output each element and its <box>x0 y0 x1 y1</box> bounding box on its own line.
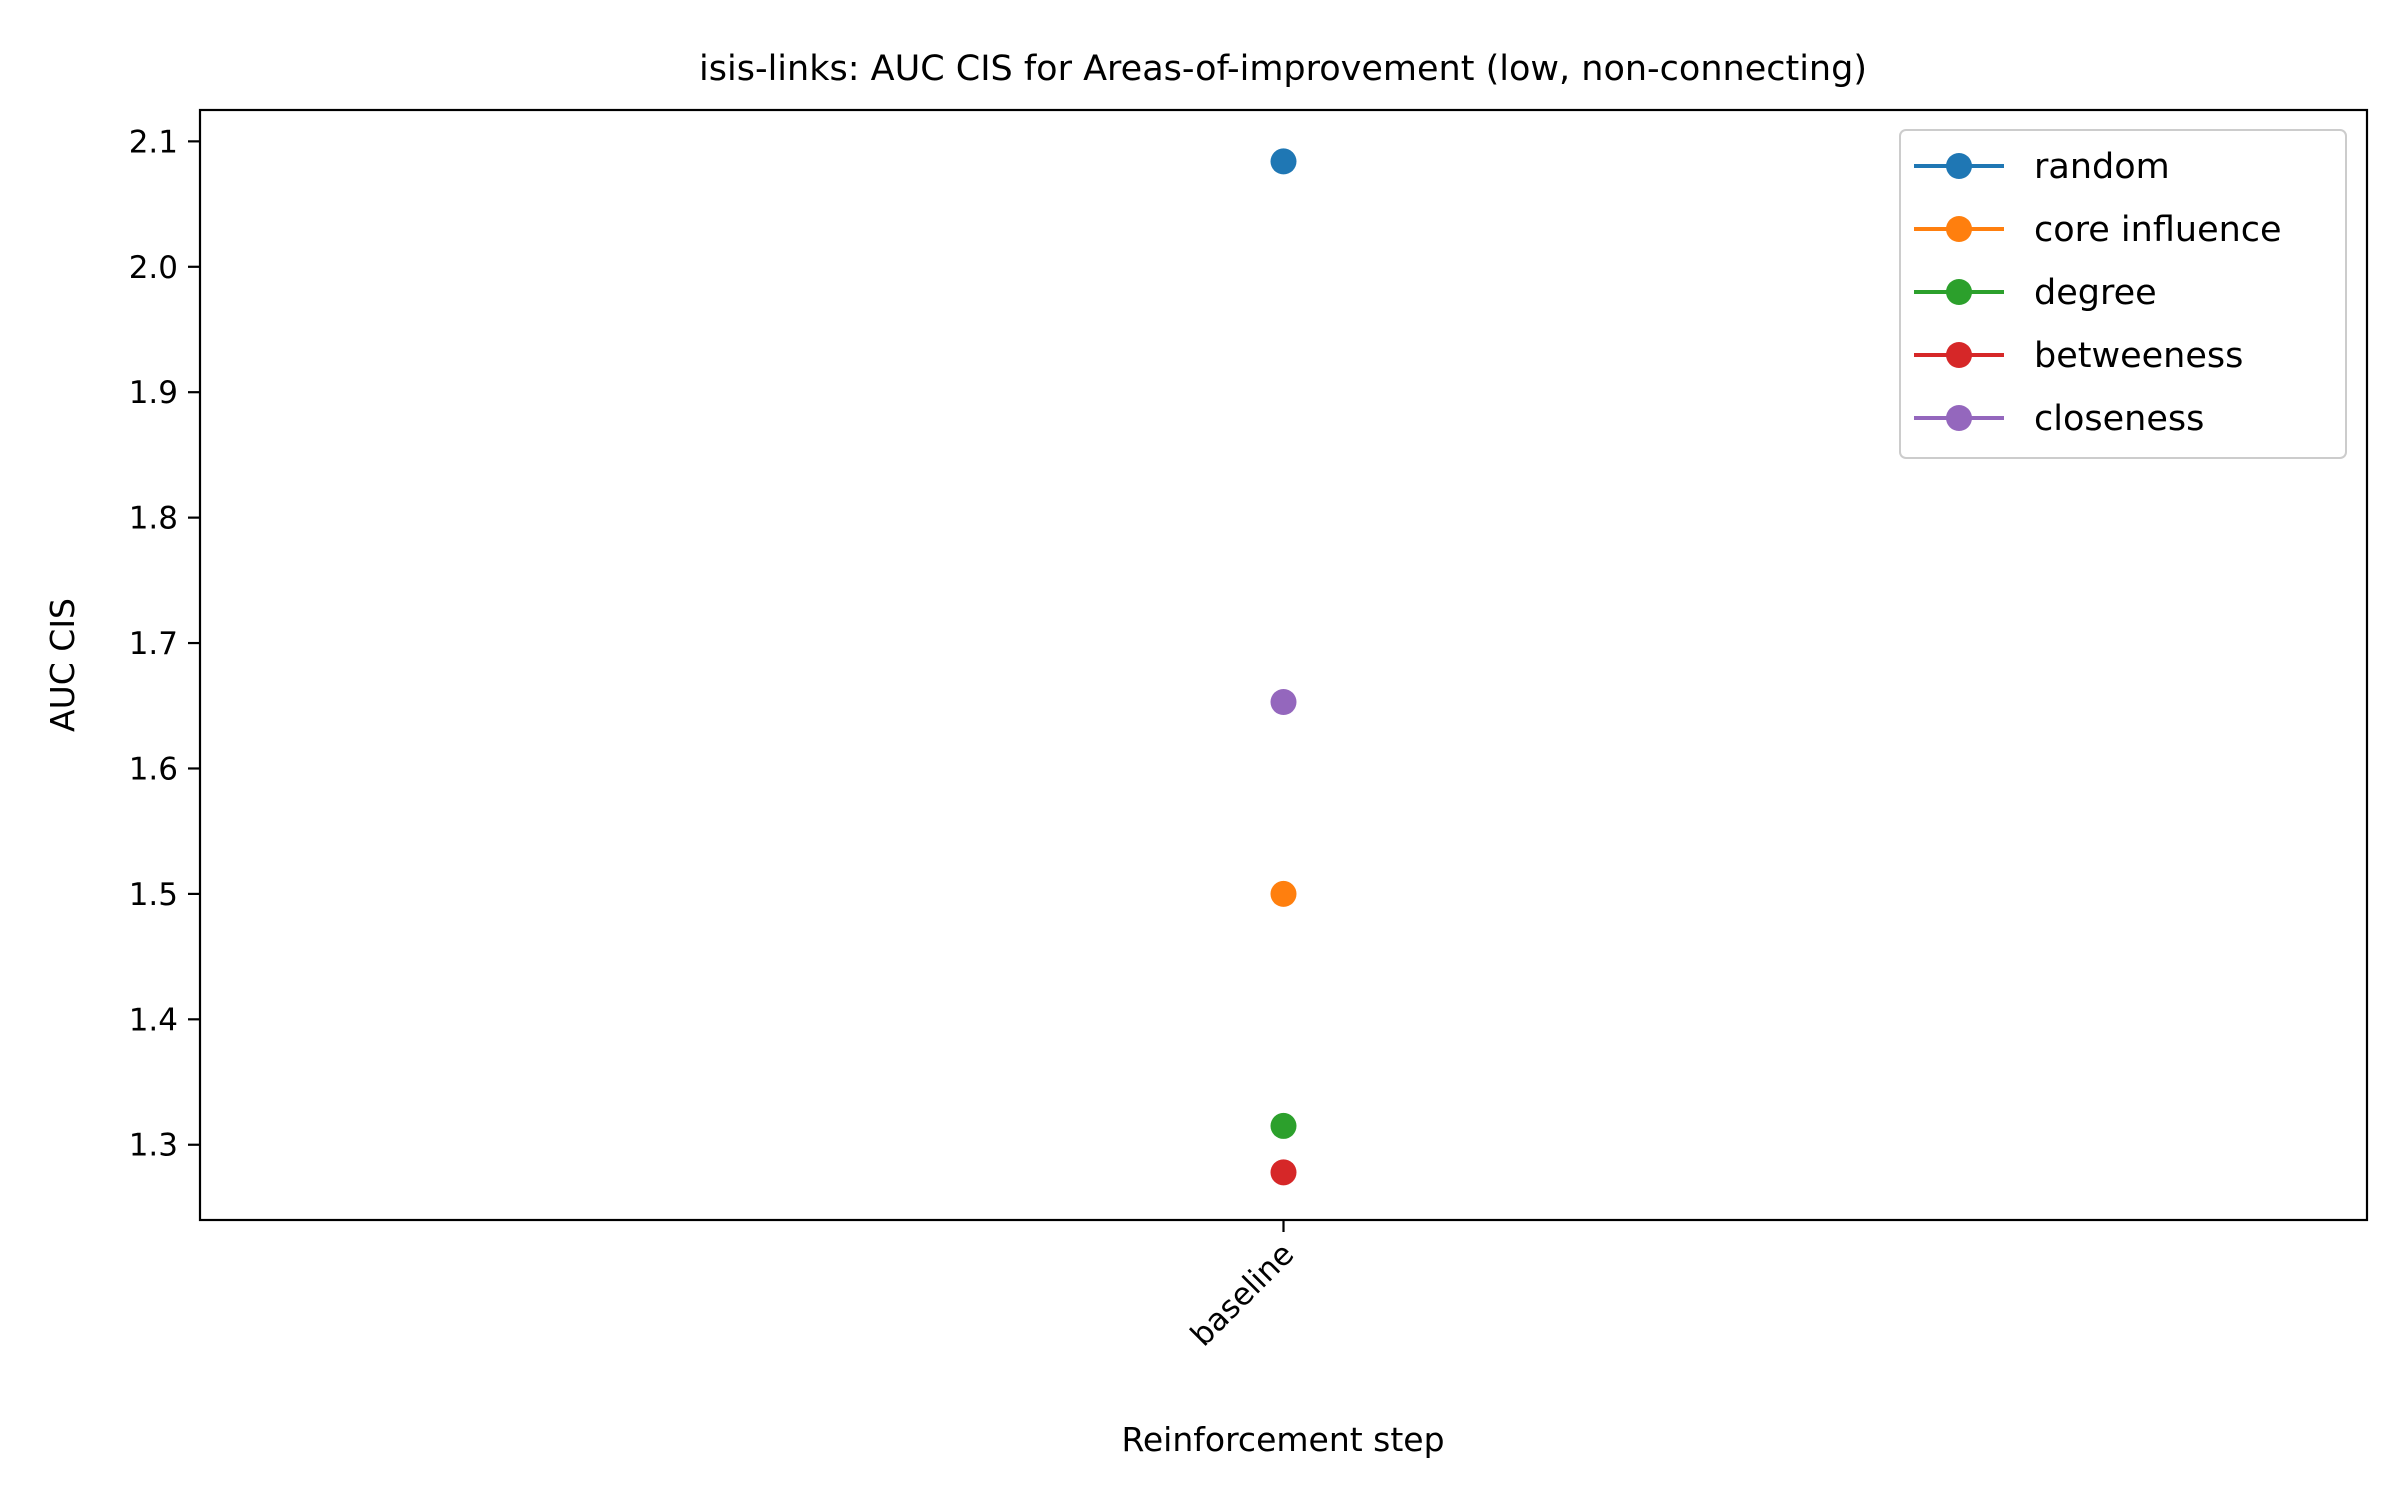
series-layer <box>1270 148 1297 1186</box>
legend-label: degree <box>2034 273 2157 313</box>
legend: random core influence degree betweeness clos… <box>1899 129 2347 459</box>
legend-box <box>1899 129 2347 459</box>
legend-item-core-influence: core influence <box>1914 210 2282 250</box>
legend-marker <box>1946 216 1972 242</box>
legend-marker <box>1946 342 1972 368</box>
y-tick-label: 1.9 <box>129 375 178 411</box>
series-random <box>1270 148 1297 175</box>
y-tick-label: 2.1 <box>129 124 178 160</box>
data-point-degree <box>1270 1112 1297 1139</box>
y-tick-label: 2.0 <box>129 250 178 286</box>
legend-label: betweeness <box>2034 336 2243 376</box>
data-point-random <box>1270 148 1297 175</box>
legend-item-betweeness: betweeness <box>1914 336 2243 376</box>
series-betweeness <box>1270 1159 1297 1186</box>
legend-label: core influence <box>2034 210 2282 250</box>
y-axis-label: AUC CIS <box>43 598 82 732</box>
legend-item-random: random <box>1914 147 2170 187</box>
x-axis-label: Reinforcement step <box>1121 1420 1444 1459</box>
legend-label: random <box>2034 147 2170 187</box>
legend-marker <box>1946 405 1972 431</box>
data-point-betweeness <box>1270 1159 1297 1186</box>
series-closeness <box>1270 689 1297 715</box>
series-degree <box>1270 1112 1297 1139</box>
legend-item-closeness: closeness <box>1914 399 2204 439</box>
y-tick-label: 1.4 <box>129 1002 178 1038</box>
data-point-core-influence <box>1270 880 1297 907</box>
y-tick-label: 1.3 <box>129 1128 178 1164</box>
x-axis-ticks: baseline <box>1184 1220 1301 1353</box>
legend-label: closeness <box>2034 399 2204 439</box>
legend-item-degree: degree <box>1914 273 2157 313</box>
legend-marker <box>1946 279 1972 305</box>
y-tick-label: 1.6 <box>129 751 178 787</box>
chart-title: isis-links: AUC CIS for Areas-of-improve… <box>699 49 1867 89</box>
legend-marker <box>1946 153 1972 179</box>
y-axis-ticks: 1.3 1.4 1.5 1.6 1.7 1.8 1.9 2.0 2.1 <box>129 124 200 1164</box>
y-tick-label: 1.5 <box>129 877 178 913</box>
y-tick-label: 1.8 <box>129 501 178 537</box>
series-core-influence <box>1270 880 1297 907</box>
x-tick-label: baseline <box>1184 1236 1301 1353</box>
data-point-closeness <box>1270 689 1297 715</box>
y-tick-label: 1.7 <box>129 626 178 662</box>
